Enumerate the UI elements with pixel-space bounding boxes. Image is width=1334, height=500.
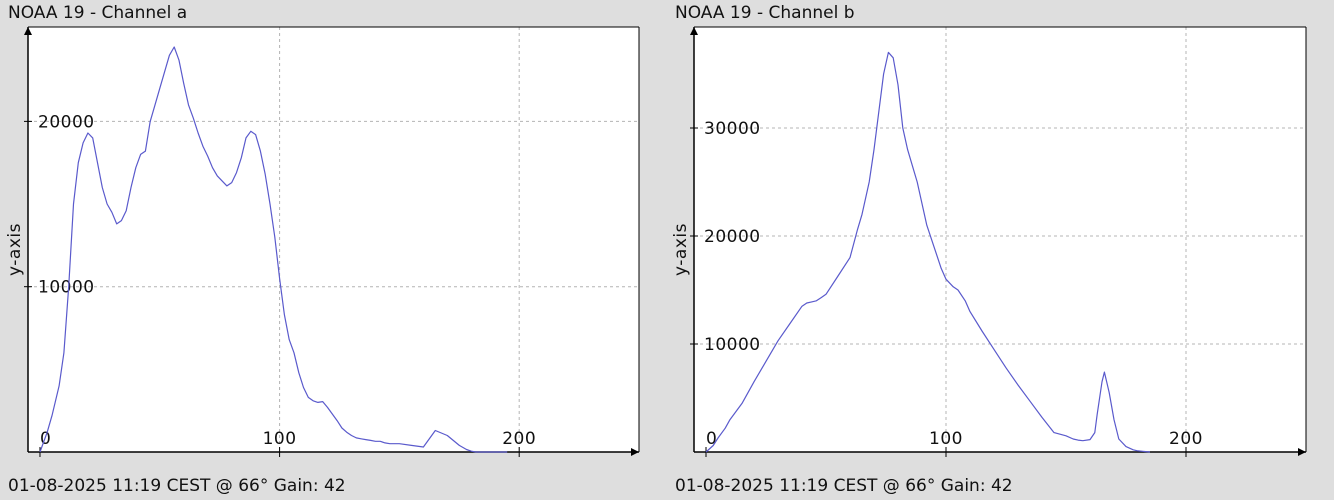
y-axis-arrow (24, 27, 32, 35)
x-tick-label: 200 (1169, 429, 1203, 449)
plot-area (694, 27, 1306, 452)
y-axis-arrow (690, 27, 698, 35)
series-line (39, 46, 508, 453)
x-axis-arrow (1298, 448, 1306, 456)
channel-a-plot: 0 100 200 10000 20000 y-axis (5, 26, 640, 457)
y-tick-label: 10000 (704, 335, 761, 355)
x-tick-label: 0 (706, 429, 717, 449)
chart-title: NOAA 19 - Channel b (675, 3, 855, 23)
y-tick-label: 20000 (38, 112, 95, 132)
x-axis-arrow (631, 448, 639, 456)
plot-area (28, 27, 639, 452)
chart-panel-channel-a: NOAA 19 - Channel a 0 100 200 10000 20000 y-a… (5, 3, 640, 496)
x-tick-label: 100 (929, 429, 963, 449)
x-tick-label: 200 (502, 429, 536, 449)
y-axis-label: y-axis (671, 223, 691, 276)
channel-b-plot: 0 100 200 10000 20000 30000 y-axis (671, 26, 1307, 457)
y-tick-label: 20000 (704, 227, 761, 247)
x-tick-label: 100 (263, 429, 297, 449)
chart-footer: 01-08-2025 11:19 CEST @ 66° Gain: 42 (8, 476, 346, 496)
series-line (705, 51, 1151, 453)
chart-footer: 01-08-2025 11:19 CEST @ 66° Gain: 42 (675, 476, 1013, 496)
y-axis-label: y-axis (5, 223, 25, 276)
chart-title: NOAA 19 - Channel a (8, 3, 188, 23)
y-tick-label: 30000 (704, 119, 761, 139)
y-tick-label: 10000 (38, 278, 95, 298)
chart-panel-channel-b: NOAA 19 - Channel b 0 100 200 10000 20000 300… (667, 0, 1334, 500)
x-tick-label: 0 (40, 429, 51, 449)
